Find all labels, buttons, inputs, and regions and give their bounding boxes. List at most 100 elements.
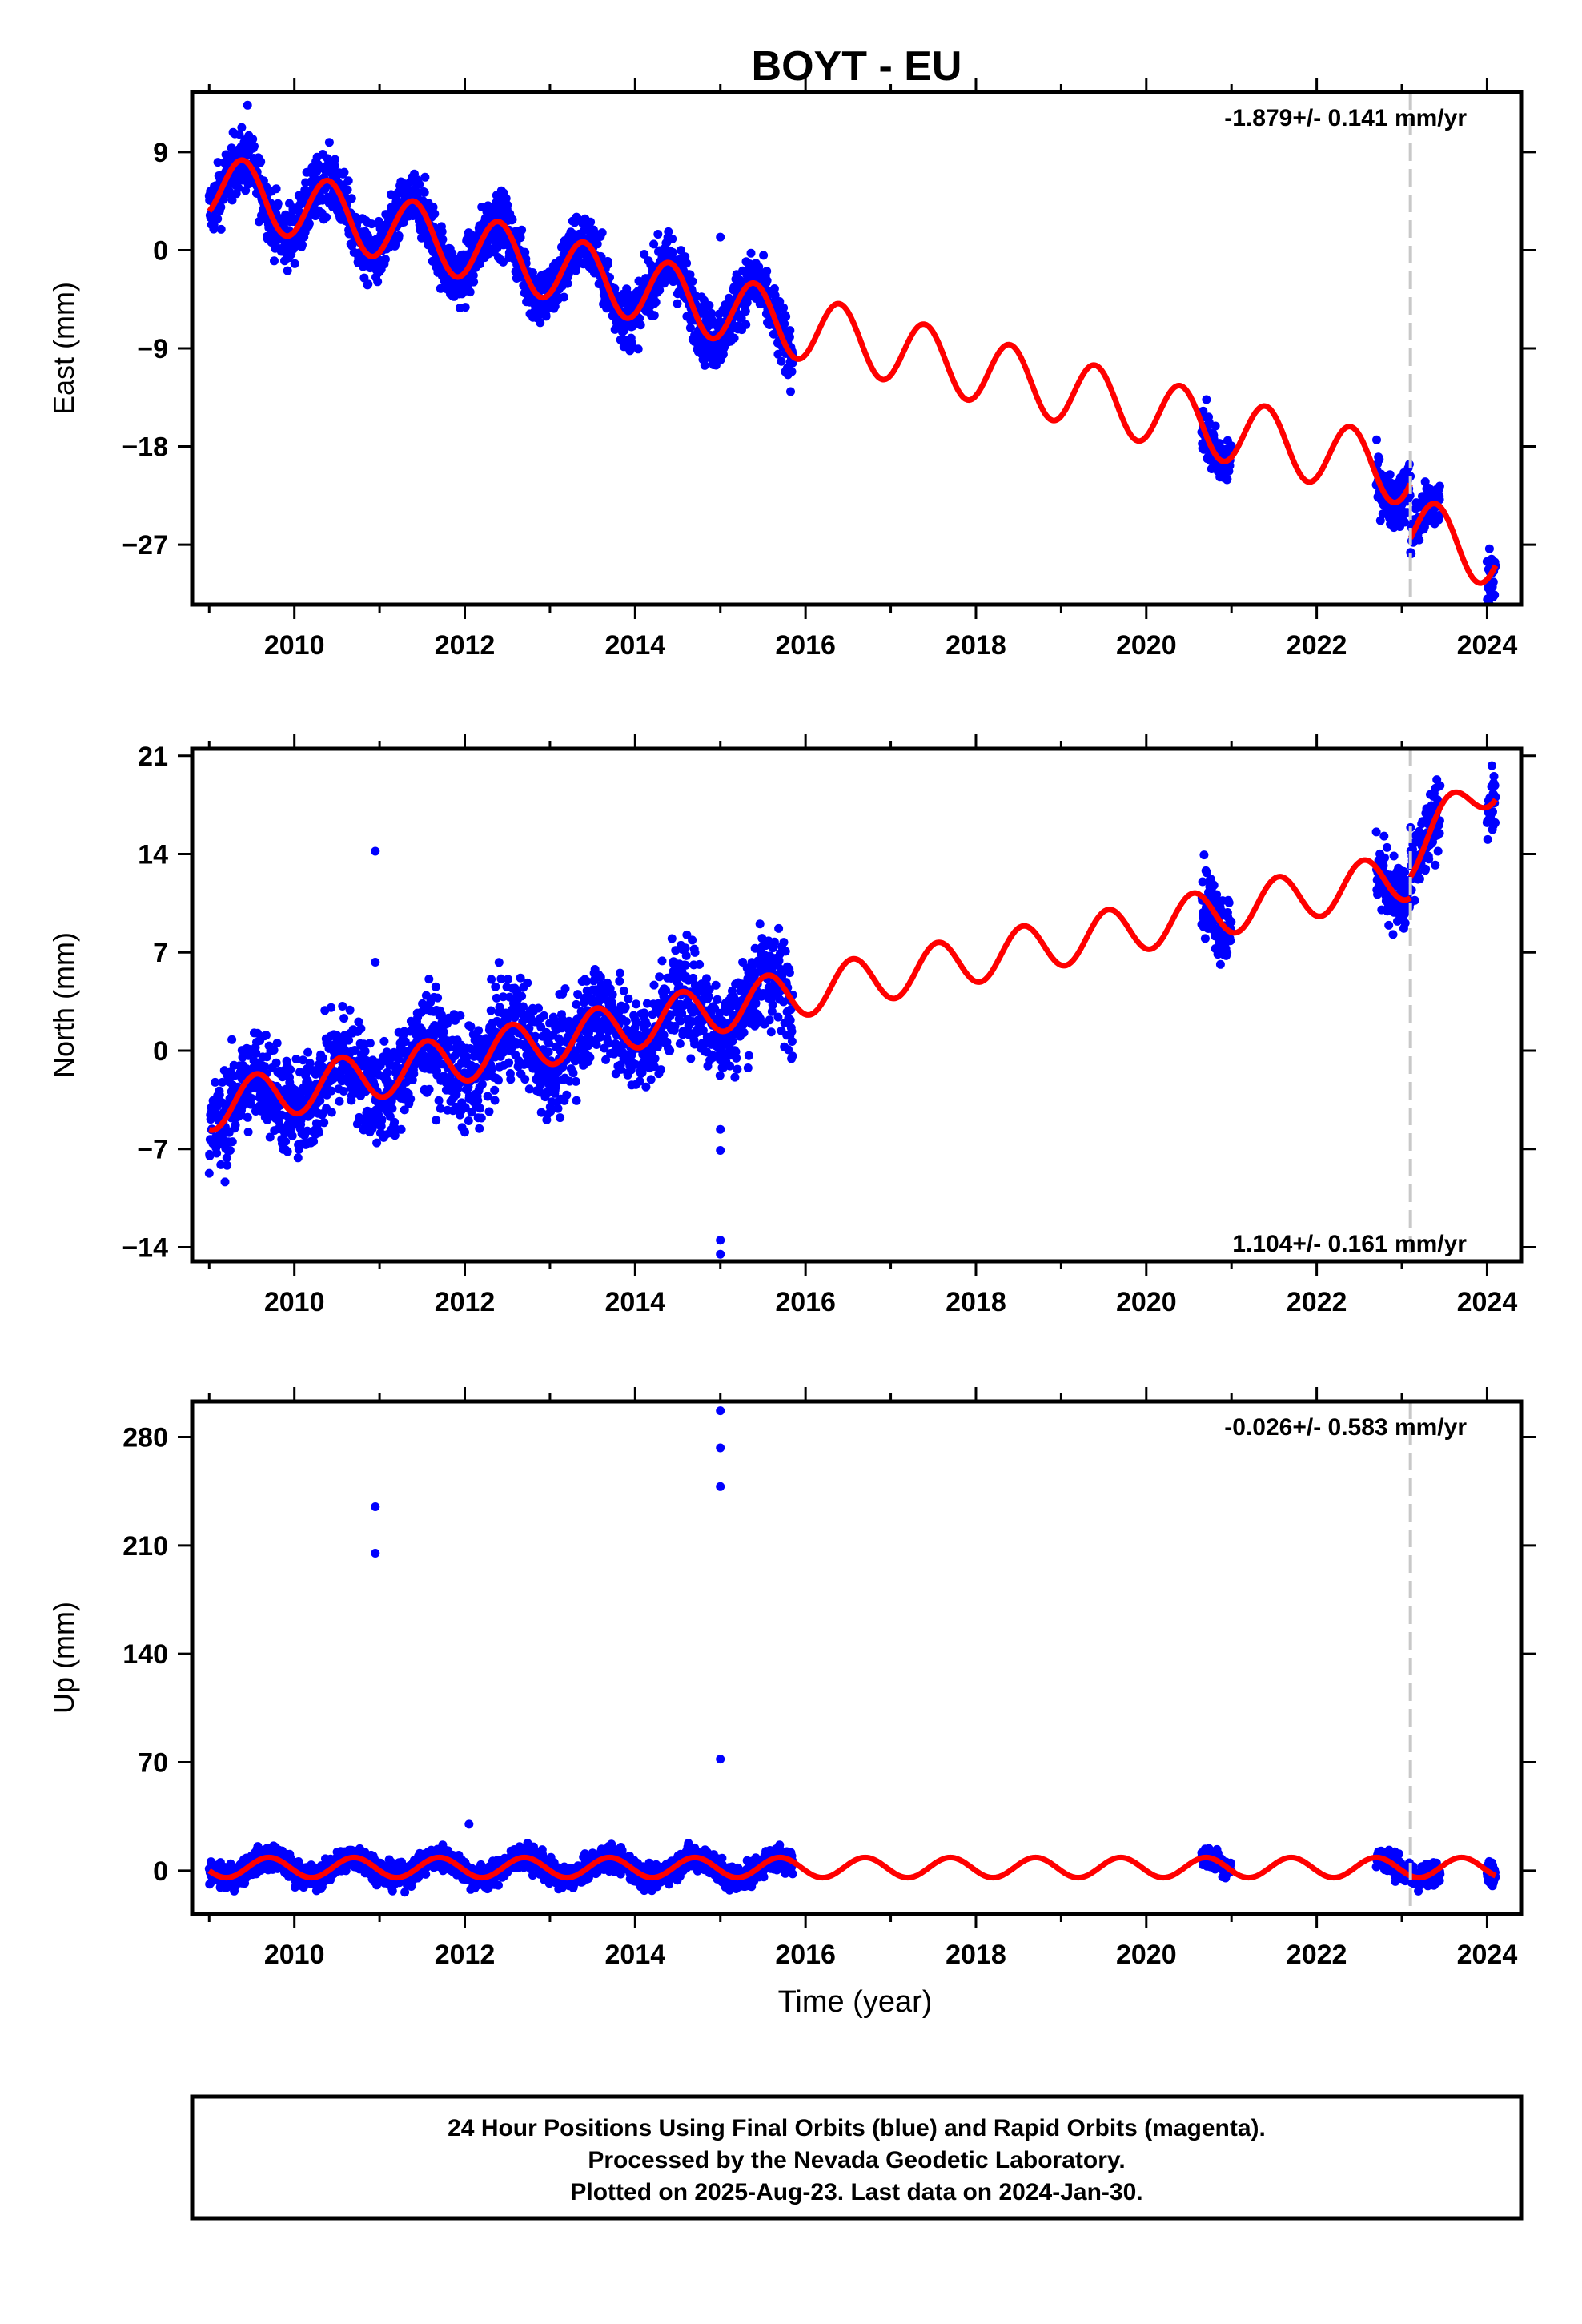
data-point xyxy=(343,185,352,195)
data-point xyxy=(544,1088,553,1097)
data-point xyxy=(774,923,784,933)
data-point xyxy=(759,251,769,260)
x-tick-label: 2010 xyxy=(264,1287,325,1317)
data-point xyxy=(700,360,709,370)
data-point xyxy=(1415,535,1424,545)
data-point xyxy=(327,1003,336,1012)
data-point xyxy=(415,179,424,189)
outlier-point xyxy=(243,100,252,110)
data-point xyxy=(1385,470,1395,480)
data-point xyxy=(484,1107,494,1116)
data-point xyxy=(536,318,545,328)
data-point xyxy=(460,303,470,312)
data-point xyxy=(665,1046,675,1055)
data-point xyxy=(430,209,440,219)
data-point xyxy=(380,255,390,264)
data-point xyxy=(603,256,612,266)
data-point xyxy=(774,956,784,966)
data-point xyxy=(1389,851,1399,861)
data-point xyxy=(503,200,512,210)
data-point xyxy=(668,234,677,243)
x-tick-label: 2018 xyxy=(946,630,1006,661)
data-point xyxy=(739,1028,749,1037)
data-point xyxy=(657,956,667,966)
data-point xyxy=(1215,959,1225,969)
data-point xyxy=(770,291,780,300)
data-point xyxy=(277,1110,287,1120)
data-point xyxy=(604,1039,614,1048)
data-point xyxy=(251,1048,261,1058)
data-point xyxy=(465,287,475,297)
data-point xyxy=(319,1118,329,1128)
data-point xyxy=(290,259,299,268)
data-point xyxy=(409,1069,419,1079)
data-point xyxy=(1202,395,1211,404)
data-point xyxy=(475,1124,484,1133)
data-point xyxy=(568,1068,578,1078)
data-point xyxy=(1198,877,1207,887)
data-point xyxy=(635,314,644,323)
data-point xyxy=(632,1018,641,1027)
data-point xyxy=(788,1051,797,1061)
data-point xyxy=(396,1124,406,1134)
data-point xyxy=(632,999,641,1009)
data-point xyxy=(227,1137,237,1147)
data-point xyxy=(466,1022,476,1031)
data-point xyxy=(434,1096,444,1105)
data-point xyxy=(235,130,244,139)
data-point xyxy=(524,1084,534,1094)
data-point xyxy=(551,1082,560,1092)
data-point xyxy=(476,1113,486,1123)
east-y-axis-label: East (mm) xyxy=(47,282,80,415)
data-point xyxy=(339,1087,348,1096)
up-plot-area xyxy=(204,1406,1500,1897)
data-point xyxy=(508,215,517,224)
east-model-curve-0 xyxy=(207,157,1413,505)
data-point xyxy=(642,1019,652,1029)
data-point xyxy=(420,187,429,197)
data-point xyxy=(253,1028,263,1038)
data-point xyxy=(218,1129,227,1139)
data-point xyxy=(616,1064,626,1074)
data-point xyxy=(1383,842,1391,852)
data-point xyxy=(1484,544,1494,553)
data-point xyxy=(779,303,789,312)
data-point xyxy=(517,225,527,235)
data-point xyxy=(379,1036,389,1046)
data-point xyxy=(350,1046,359,1055)
data-point xyxy=(516,973,525,983)
data-point xyxy=(682,259,692,268)
data-point xyxy=(1211,421,1220,431)
data-point xyxy=(363,279,373,289)
data-point xyxy=(464,1116,473,1125)
x-tick-label: 2022 xyxy=(1287,630,1347,661)
data-point xyxy=(787,1027,797,1036)
data-point xyxy=(1490,781,1500,790)
data-point xyxy=(283,266,292,275)
data-point xyxy=(552,1076,561,1085)
data-point xyxy=(377,1115,387,1124)
data-point xyxy=(744,1051,753,1060)
data-point xyxy=(582,976,592,986)
data-point xyxy=(476,1104,484,1113)
data-point xyxy=(705,992,713,1002)
outlier-point xyxy=(716,1249,725,1259)
data-point xyxy=(487,1065,496,1075)
data-point xyxy=(231,1120,240,1130)
data-point xyxy=(1379,861,1388,870)
data-point xyxy=(1415,874,1424,883)
data-point xyxy=(524,1023,534,1033)
data-point xyxy=(730,1072,740,1082)
data-point xyxy=(1226,936,1235,946)
data-point xyxy=(324,138,334,147)
data-point xyxy=(460,1103,470,1112)
data-point xyxy=(1384,920,1394,930)
data-point xyxy=(659,1031,669,1040)
data-point xyxy=(516,233,525,243)
data-point xyxy=(773,1012,783,1022)
data-point xyxy=(601,1055,611,1064)
data-point xyxy=(314,1128,323,1137)
data-point xyxy=(564,269,573,279)
data-point xyxy=(560,984,570,994)
